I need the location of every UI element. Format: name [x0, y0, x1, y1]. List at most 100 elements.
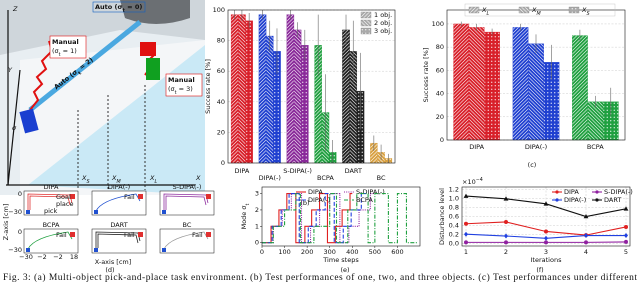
x-axis-label: Time steps [322, 256, 359, 264]
legend-label: 1 obj. [374, 11, 392, 19]
legend-label: 2 obj. [374, 19, 392, 27]
text-part: L [154, 179, 157, 185]
legend-label: S-DIPA(-) [356, 188, 385, 196]
text-part: = 1) [61, 47, 77, 55]
text-part: ×10 [462, 178, 476, 186]
bar [484, 31, 500, 141]
marker [543, 201, 549, 206]
legend-swatch [468, 6, 480, 14]
start-box [94, 210, 98, 214]
text-part: (σ [52, 47, 59, 55]
text-part: t [245, 204, 251, 206]
x-tick-label: S-DIPA(-) [283, 167, 312, 175]
axis-label: Z [12, 5, 18, 13]
marker [583, 214, 589, 219]
text-part: = 0) [125, 3, 142, 11]
y-tick-label: 80 [217, 37, 225, 45]
goal-box [70, 232, 75, 237]
x-tick-label: BCPA [317, 174, 334, 182]
x-tick-label: 400 [346, 248, 358, 256]
y-tick-label: 2 [255, 206, 259, 214]
text-part: X [531, 6, 537, 14]
trajectory-note: place [56, 200, 74, 208]
legend-label: BCPA [356, 196, 373, 204]
plot-frame [446, 9, 626, 141]
y-tick-label: 0 [18, 228, 22, 236]
start-box [162, 248, 166, 252]
offset-text: ×10−4 [462, 177, 483, 187]
mode-box [92, 1, 146, 13]
text-part: X [581, 6, 587, 14]
text-part: M [536, 11, 541, 17]
series-line [262, 193, 366, 244]
text-part: M [116, 179, 121, 185]
y-tick-label: 0 [440, 136, 444, 144]
axis-label: X [195, 174, 201, 182]
bar [301, 45, 309, 164]
panel-title: S-DIPA(-) [173, 183, 202, 191]
text-part: X [481, 6, 487, 14]
y-tick-label: 60 [217, 67, 225, 75]
y-tick-label: 0.6 [449, 213, 459, 221]
plot-frame [461, 186, 631, 247]
marker [463, 193, 469, 198]
x-tick-label: 0 [260, 248, 264, 256]
x-tick-label: BCPA [587, 143, 604, 151]
y-tick-label: 0 [18, 190, 22, 198]
panel-frame [159, 228, 215, 254]
text-part: −4 [476, 177, 483, 183]
x-tick-label: BC [377, 174, 386, 182]
start-box [26, 248, 30, 252]
legend-swatch [360, 11, 372, 19]
x-tick-label: 18 [70, 253, 78, 261]
legend-label: DIPA [564, 188, 579, 196]
y-tick-label: 40 [436, 90, 444, 98]
panel-frame [23, 228, 79, 254]
plot-frame [227, 9, 396, 164]
legend-label: S-DIPA(-) [604, 188, 633, 196]
bar [468, 27, 485, 141]
auto-region [28, 45, 205, 195]
position-label: XM [111, 174, 121, 185]
series-line [262, 193, 380, 244]
scene [0, 0, 205, 195]
panel-title: DIPA(-) [108, 183, 130, 191]
y-tick-label: 0.8 [449, 203, 459, 211]
text-part: (σ [168, 85, 175, 93]
legend-marker [595, 198, 599, 202]
bar [265, 35, 274, 164]
marker [624, 239, 628, 244]
x-tick-label: 3 [544, 248, 548, 256]
legend-label: XS [581, 6, 590, 17]
x-tick-label: DIPA [469, 143, 484, 151]
goal-box [206, 194, 211, 199]
legend-label: 3 obj. [374, 27, 392, 35]
y-tick-label: 1 [255, 222, 259, 230]
bar [293, 29, 302, 164]
marker [464, 240, 468, 245]
y-tick-label: 60 [436, 66, 444, 74]
marker [584, 233, 588, 239]
caption: Fig. 3: (a) Multi-object pick-and-place … [3, 272, 637, 283]
y-tick-label: 0.2 [449, 231, 459, 239]
trajectory [27, 231, 73, 250]
x-tick-label: 200 [301, 248, 313, 256]
text-part: X [149, 174, 155, 182]
legend-label: DIPA(-) [308, 196, 330, 204]
goal-box [138, 194, 143, 199]
y-tick-label: 1.0 [449, 194, 459, 202]
y-tick-label: 0.4 [449, 222, 459, 230]
auto-arrow [28, 20, 142, 112]
text-part: Mode σ [240, 206, 248, 230]
trajectory-note: Fail [192, 231, 203, 239]
x-tick-label: 100 [278, 248, 290, 256]
y-tick-label: 0 [221, 159, 225, 167]
x-tick-label: −2 [53, 253, 63, 261]
y-tick-label: 1.2 [449, 185, 459, 193]
mode-label: (σt = 1) [52, 47, 77, 58]
bar [342, 29, 350, 164]
marker [464, 221, 468, 226]
y-tick-label: 20 [217, 128, 225, 136]
trajectory-note: pick [44, 207, 58, 215]
